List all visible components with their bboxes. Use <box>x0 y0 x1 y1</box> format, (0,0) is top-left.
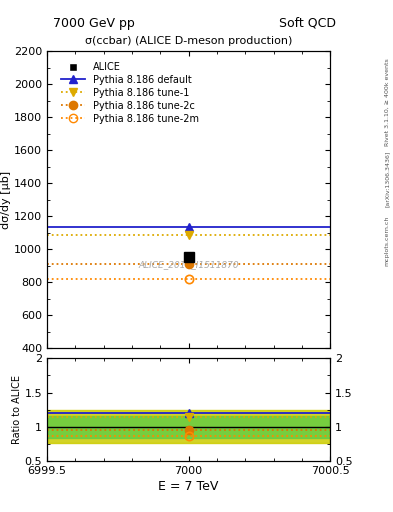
Y-axis label: Ratio to ALICE: Ratio to ALICE <box>12 375 22 444</box>
Text: mcplots.cern.ch: mcplots.cern.ch <box>385 216 389 266</box>
Legend: ALICE, Pythia 8.186 default, Pythia 8.186 tune-1, Pythia 8.186 tune-2c, Pythia 8: ALICE, Pythia 8.186 default, Pythia 8.18… <box>58 59 202 126</box>
X-axis label: E = 7 TeV: E = 7 TeV <box>158 480 219 493</box>
Text: Rivet 3.1.10, ≥ 400k events: Rivet 3.1.10, ≥ 400k events <box>385 58 389 146</box>
Title: σ(ccbar) (ALICE D-meson production): σ(ccbar) (ALICE D-meson production) <box>85 36 292 46</box>
Text: 7000 GeV pp: 7000 GeV pp <box>53 17 135 30</box>
Text: ALICE_2017_I1511870: ALICE_2017_I1511870 <box>138 261 239 269</box>
Y-axis label: dσ/dy [μb]: dσ/dy [μb] <box>1 170 11 229</box>
Text: [arXiv:1306.3436]: [arXiv:1306.3436] <box>385 151 389 207</box>
Bar <box>47 410 330 443</box>
Bar <box>47 416 330 438</box>
Text: Soft QCD: Soft QCD <box>279 17 336 30</box>
